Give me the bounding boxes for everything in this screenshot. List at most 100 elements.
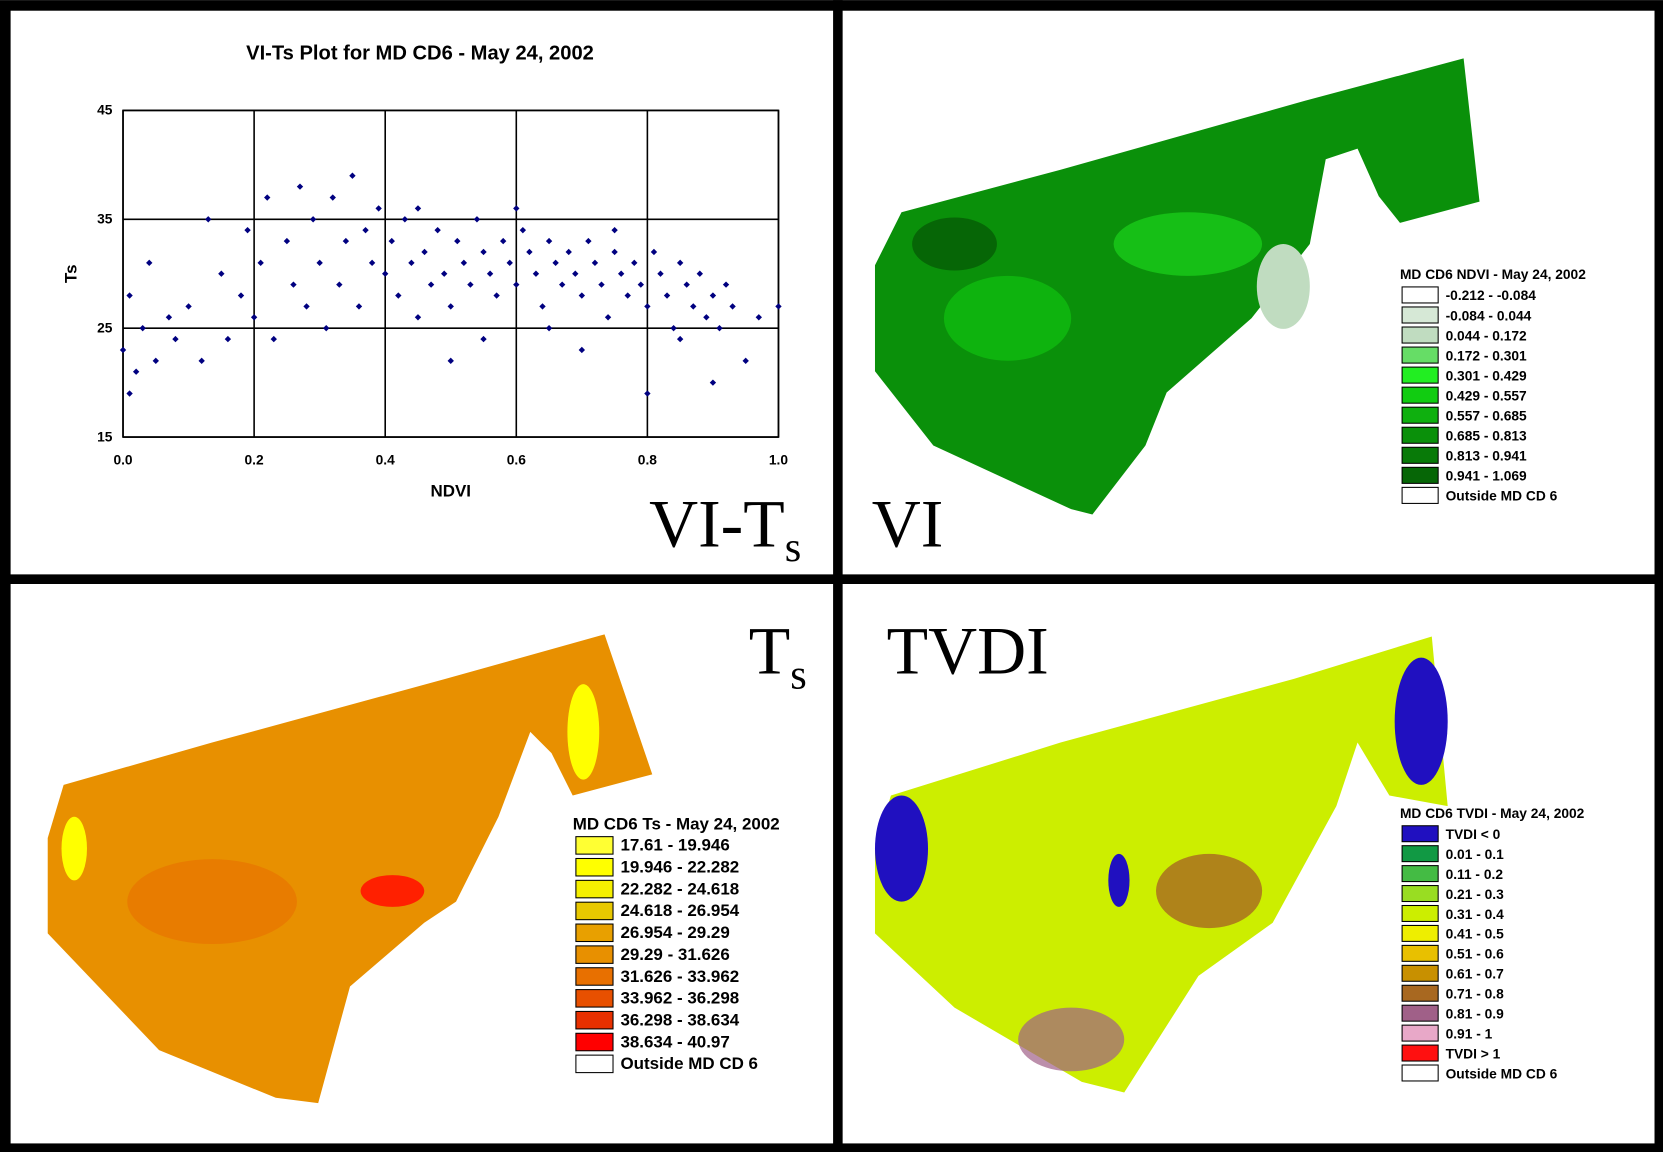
legend-label: 0.557 - 0.685 [1446,409,1527,424]
legend-swatch [1401,865,1439,883]
legend-label: 22.282 - 24.618 [620,879,739,898]
point [434,226,441,234]
point [342,237,350,245]
point [119,346,127,354]
point [676,335,684,343]
legend-label: 36.298 - 38.634 [620,1010,739,1029]
point [532,270,540,277]
point [316,259,323,267]
legend-label: 0.172 - 0.301 [1446,348,1527,363]
legend-label: 0.21 - 0.3 [1446,887,1505,902]
point [395,292,402,299]
point [362,226,369,234]
panel-label-sub: s [785,524,802,571]
point [454,237,461,245]
point [709,292,717,299]
map-patch [360,875,425,907]
legend-label: 17.61 - 19.946 [620,836,729,855]
point [696,270,703,277]
legend-label: 24.618 - 26.954 [620,901,739,920]
point [270,335,277,343]
legend-swatch [575,923,614,943]
map-label: Ts [749,614,807,699]
ts-map [47,634,653,1104]
point [355,303,363,310]
point [519,226,527,234]
legend-swatch [1401,1004,1439,1022]
point [309,216,317,223]
x-tick-label: 0.6 [507,453,526,468]
point [486,270,494,277]
legend-label: Outside MD CD 6 [620,1054,758,1073]
legend: MD CD6 TVDI - May 24, 2002 TVDI < 0 0.01 -… [1400,806,1585,1082]
panel-label: VI-Ts [649,486,801,571]
point [460,259,468,267]
legend-label: 0.61 - 0.7 [1446,967,1505,982]
point [414,314,422,321]
chart-title: VI-Ts Plot for MD CD6 - May 24, 2002 [246,42,594,64]
x-axis-label: NDVI [430,481,471,500]
legend-label: 33.962 - 36.298 [620,989,739,1008]
point [683,281,690,288]
plot-frame [122,109,780,438]
point [303,303,310,310]
point [224,335,232,343]
point [205,216,212,223]
point [500,237,507,245]
legend-label: 0.429 - 0.557 [1446,388,1527,403]
y-tick-label: 35 [97,212,113,227]
point [296,183,304,190]
legend-swatch [575,1054,614,1074]
legend-swatch [575,901,614,921]
point [427,281,435,288]
point [146,259,153,267]
legend-label: 0.813 - 0.941 [1446,449,1527,464]
point [368,259,376,267]
point [126,292,133,299]
x-tick-label: 0.0 [113,453,132,468]
point [598,281,605,288]
map-label-sub: s [790,651,807,698]
point [408,259,415,267]
legend-swatch [575,1032,614,1052]
point [624,292,631,299]
point [513,281,520,288]
point [644,390,651,397]
map-patch [127,859,297,945]
point [264,194,271,201]
map-label-main: T [749,614,790,689]
legend-label: TVDI < 0 [1446,827,1501,842]
point [565,248,572,256]
legend-swatch [1401,924,1439,942]
x-tick-label: 0.2 [245,453,264,468]
point [742,357,749,365]
legend: MD CD6 NDVI - May 24, 2002 -0.212 - -0.08… [1400,267,1586,504]
legend-swatch [1401,426,1439,444]
legend-swatch [1401,466,1439,484]
legend-swatch [575,945,614,964]
map-region [874,636,1448,1093]
legend-swatch [575,989,614,1008]
point [250,314,258,321]
point [480,248,487,256]
legend-label: 0.941 - 1.069 [1446,469,1527,484]
map-label-main: TVDI [887,614,1049,689]
legend-swatch [575,967,614,986]
legend-title: MD CD6 NDVI - May 24, 2002 [1400,267,1586,282]
legend-swatch [1401,486,1439,504]
map-patch [1108,853,1130,907]
map-patch [567,684,600,780]
point [152,357,159,365]
legend-label: -0.212 - -0.084 [1446,288,1537,303]
point [676,259,684,267]
point [198,357,205,365]
tvdi-map [874,636,1448,1093]
legend-label: 19.946 - 22.282 [620,858,739,877]
point [526,248,533,256]
legend-swatch [1401,904,1439,922]
legend-swatch [1401,1024,1439,1042]
point [375,205,382,212]
point [591,259,599,267]
legend-swatch [1401,984,1439,1002]
